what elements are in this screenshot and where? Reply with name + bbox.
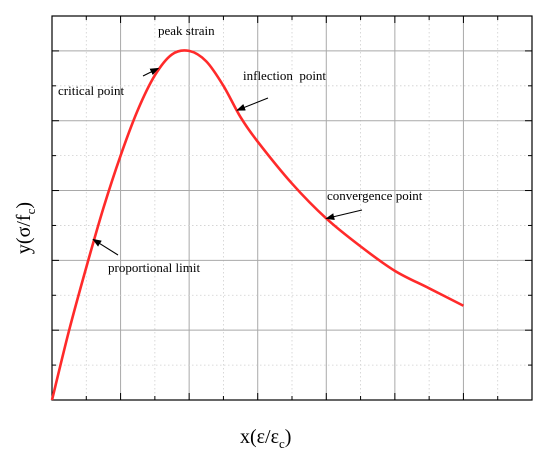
annotation-critical-point: critical point bbox=[58, 83, 124, 98]
annotation-proportional-limit: proportional limit bbox=[108, 260, 200, 275]
annotation-inflection-point: inflection point bbox=[243, 68, 326, 83]
annotation-arrows bbox=[92, 67, 363, 256]
arrow-inflection-point bbox=[236, 97, 269, 111]
arrow-convergence-point bbox=[325, 209, 363, 221]
annotation-peak-strain: peak strain bbox=[158, 23, 215, 38]
grid bbox=[52, 16, 532, 400]
arrow-proportional-limit bbox=[92, 238, 119, 256]
annotation-convergence-point: convergence point bbox=[327, 188, 423, 203]
ticks bbox=[52, 16, 532, 400]
y-axis-label: y(σ/fc) bbox=[13, 202, 38, 254]
arrow-critical-point bbox=[142, 67, 160, 77]
plot-frame bbox=[51, 15, 533, 401]
x-axis-label: x(ε/εc) bbox=[240, 426, 291, 451]
stress-strain-curve bbox=[50, 49, 465, 401]
